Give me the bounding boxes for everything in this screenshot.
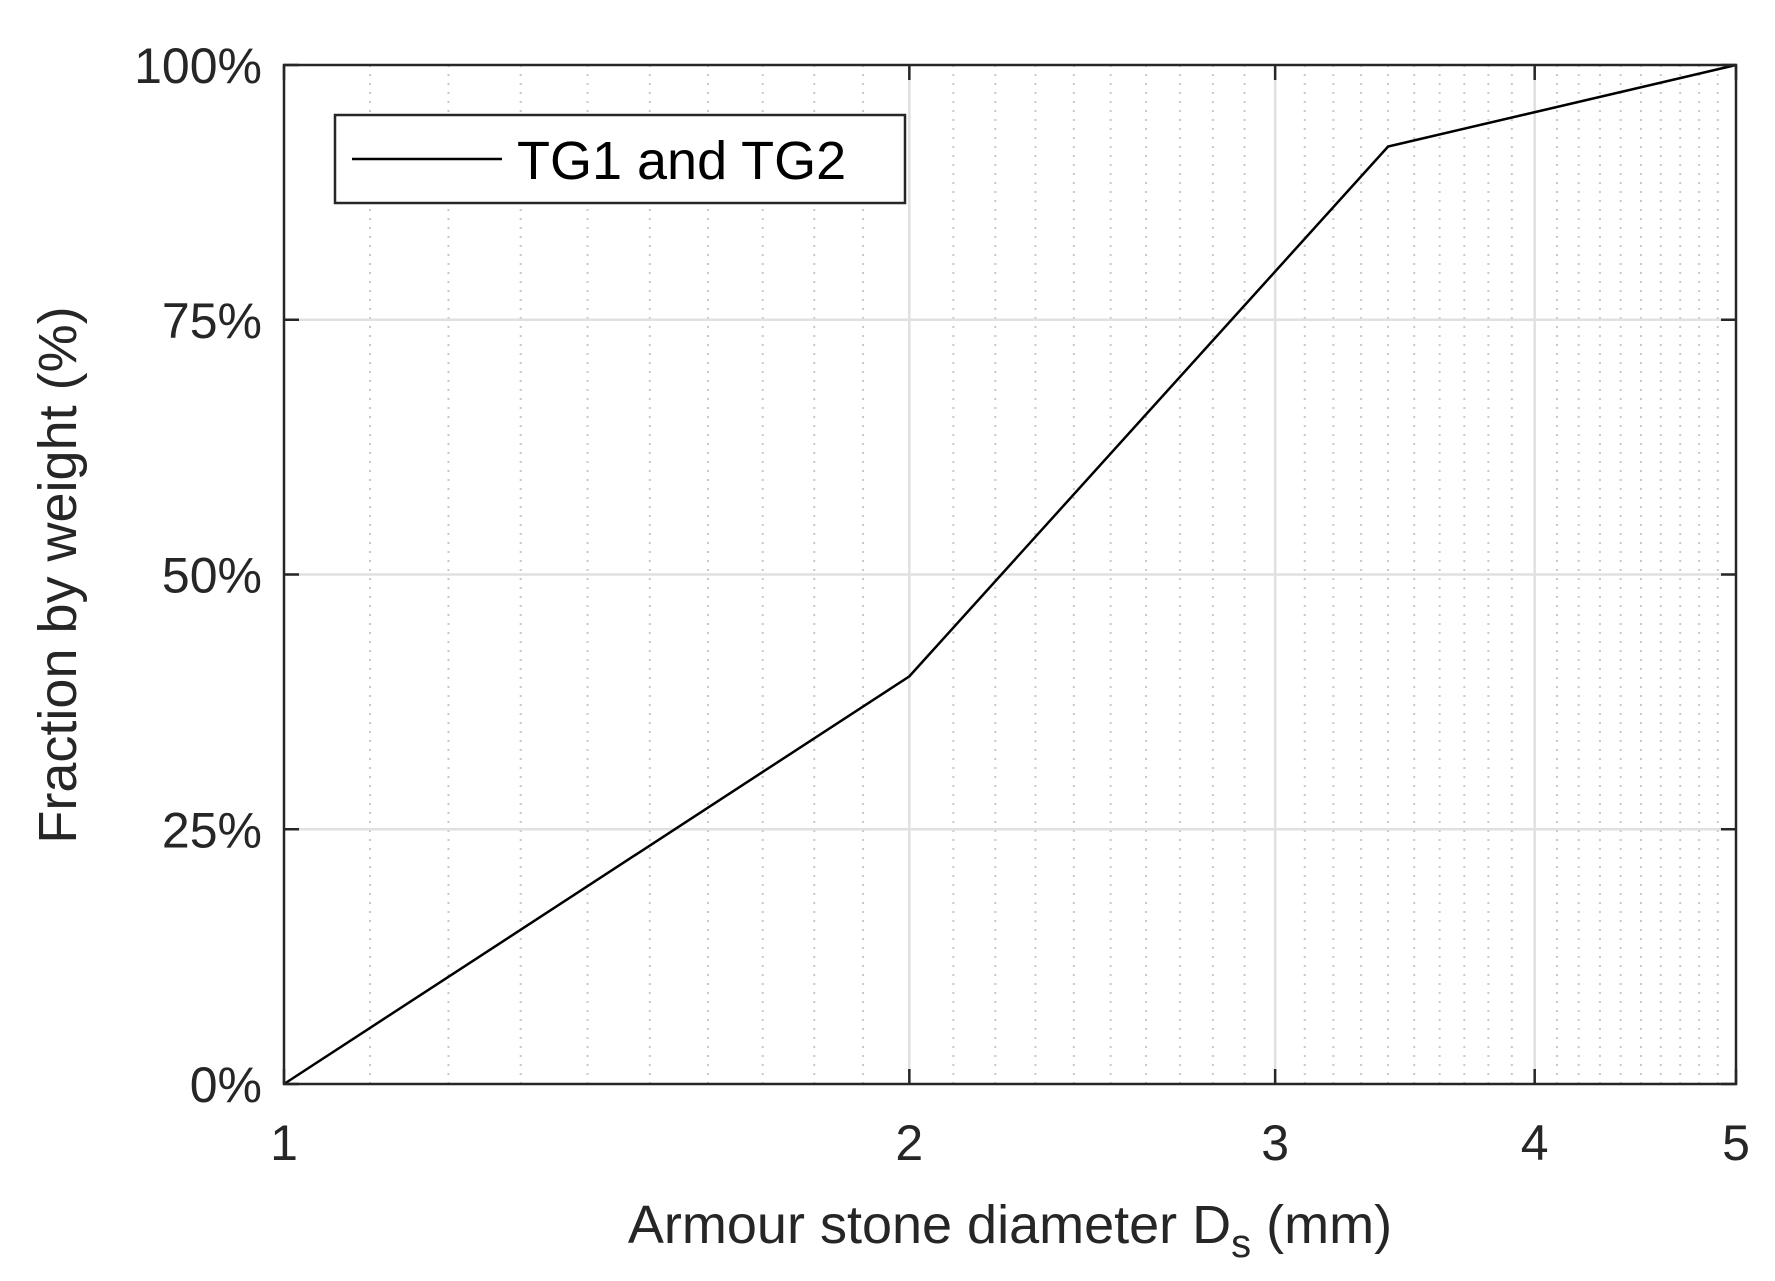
series-layer [283, 63, 1737, 1086]
x-tick-label: 4 [1521, 1115, 1549, 1171]
x-tick-labels: 1 2 3 4 5 [270, 1115, 1750, 1171]
x-tick-label: 3 [1261, 1115, 1289, 1171]
y-tick-label: 0% [190, 1057, 262, 1113]
x-axis-title-main: Armour stone diameter D [628, 1195, 1231, 1255]
y-tick-label: 75% [162, 293, 262, 349]
x-tick-label: 5 [1722, 1115, 1750, 1171]
x-tick-label: 2 [895, 1115, 923, 1171]
y-axis-title: Fraction by weight (%) [28, 306, 88, 843]
major-grid [284, 65, 1736, 1084]
series-line-0 [283, 63, 1737, 1086]
y-tick-label: 50% [162, 548, 262, 604]
y-tick-labels: 0% 25% 50% 75% 100% [134, 38, 262, 1113]
axis-ticks [282, 63, 1738, 1086]
x-axis-title: Armour stone diameter Ds (mm) [628, 1195, 1392, 1266]
x-axis-title-suffix: (mm) [1251, 1195, 1392, 1255]
legend: TG1 and TG2 [333, 113, 907, 205]
x-tick-label: 1 [270, 1115, 298, 1171]
y-tick-label: 100% [134, 38, 262, 94]
legend-entry-label: TG1 and TG2 [517, 131, 846, 191]
x-axis-title-subscript: s [1231, 1222, 1251, 1266]
y-tick-label: 25% [162, 802, 262, 858]
